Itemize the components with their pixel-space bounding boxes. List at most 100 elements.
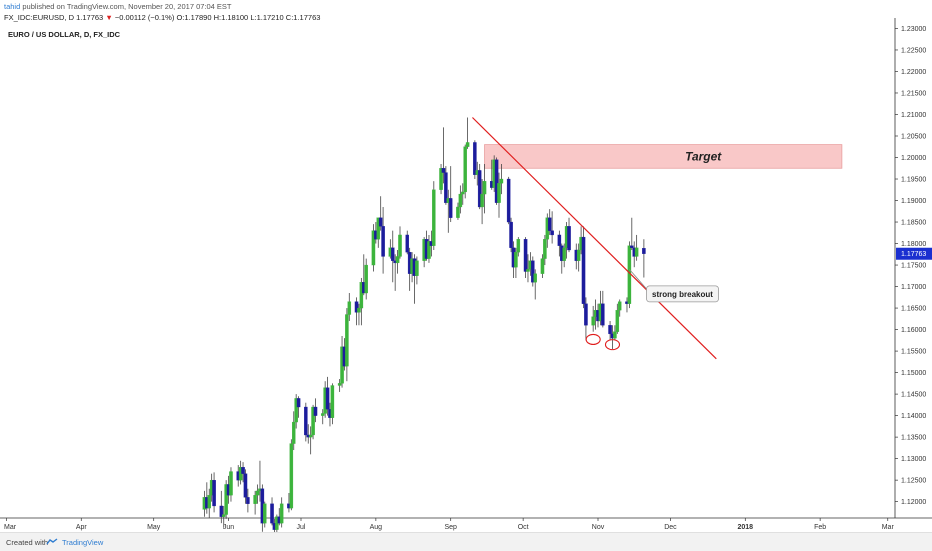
candle: [212, 472, 216, 513]
published-text: published on TradingView.com, November 2…: [22, 2, 232, 11]
candle: [263, 501, 267, 528]
candle: [458, 185, 463, 214]
candle: [311, 404, 315, 440]
candle: [347, 293, 352, 321]
callout-pointer: [629, 269, 647, 290]
close-value: 1.17763: [293, 13, 321, 22]
footer: Created with TradingView: [0, 532, 932, 551]
candle: [499, 163, 504, 195]
price-axis[interactable]: 1.12000 1.12500 1.13000 1.13500 1.14000 1.145…: [895, 26, 926, 506]
candle: [304, 402, 308, 442]
x-tick-label: May: [147, 524, 161, 531]
candle: [473, 140, 477, 180]
candle: [289, 439, 294, 511]
candle: [246, 488, 250, 513]
candle: [523, 237, 528, 278]
candle: [292, 411, 296, 451]
candle: [557, 230, 562, 257]
candle: [381, 206, 385, 274]
candle: [567, 217, 571, 253]
candle: [354, 297, 359, 326]
last-value: 1.17763: [76, 13, 104, 22]
candle: [376, 217, 381, 248]
y-tick-label: 1.16500: [901, 306, 926, 313]
candle: [270, 497, 274, 526]
close-label: C:: [285, 13, 294, 22]
candle: [465, 117, 470, 149]
candle: [576, 243, 581, 272]
y-tick-label: 1.22000: [901, 69, 926, 76]
candle: [615, 303, 620, 334]
low-markers: [585, 333, 621, 351]
candle: [427, 234, 431, 263]
x-tick-label: Mar: [882, 524, 895, 531]
candle: [415, 256, 419, 285]
candle: [320, 409, 325, 425]
candle: [591, 305, 595, 332]
down-arrow-icon: ▼: [105, 13, 113, 22]
candle: [526, 254, 530, 283]
candle: [398, 226, 402, 259]
candle: [229, 467, 233, 502]
candle: [601, 290, 605, 328]
y-tick-label: 1.13500: [901, 435, 926, 442]
x-tick-label: Oct: [518, 524, 529, 531]
candle: [345, 308, 349, 382]
y-tick-label: 1.21500: [901, 90, 926, 97]
candle: [207, 488, 211, 518]
candle: [509, 217, 513, 253]
candle: [482, 163, 487, 214]
candle: [642, 239, 646, 278]
candle: [540, 254, 545, 278]
candle: [308, 426, 313, 455]
candle: [584, 297, 588, 341]
candle: [516, 237, 521, 257]
x-tick-label: Mar: [4, 524, 17, 531]
candle: [219, 490, 224, 524]
publisher-link[interactable]: tahid: [4, 2, 21, 11]
y-tick-label: 1.14000: [901, 413, 926, 420]
candle: [337, 379, 342, 392]
time-axis[interactable]: Mar Apr May Jun Jul Aug Sep Oct Nov Dec 2018 Feb Mar: [4, 518, 894, 531]
y-tick-label: 1.13000: [901, 456, 926, 463]
candle: [456, 202, 460, 220]
candle: [243, 469, 248, 504]
x-tick-label: Apr: [76, 524, 88, 531]
y-tick-label: 1.16000: [901, 327, 926, 334]
candle: [253, 490, 257, 515]
candle: [514, 247, 518, 278]
high-label: H:: [213, 13, 222, 22]
y-tick-label: 1.23000: [901, 26, 926, 33]
low-value: 1.17210: [256, 13, 284, 22]
callout-box: [646, 285, 719, 303]
grid: [0, 18, 932, 519]
x-tick-label: 2018: [738, 524, 754, 531]
candle: [543, 234, 547, 266]
candle: [357, 303, 361, 326]
y-tick-label: 1.21000: [901, 112, 926, 119]
candle: [494, 157, 499, 205]
chart-title: EURO / US DOLLAR, D, FX_IDC: [8, 30, 121, 39]
candle: [296, 396, 301, 418]
x-tick-label: Dec: [664, 524, 677, 531]
target-zone: Target: [484, 144, 843, 169]
candle: [255, 484, 260, 504]
chart-canvas: Target strong breakout EURO / US DOLLAR,…: [0, 18, 932, 532]
y-tick-label: 1.12000: [901, 499, 926, 506]
candle: [448, 166, 453, 223]
candle: [439, 163, 443, 195]
last-price-label: 1.17763: [901, 251, 926, 258]
candle: [279, 497, 284, 528]
candle: [608, 320, 612, 341]
candle: [364, 258, 368, 300]
candles: [202, 117, 646, 532]
candle: [506, 176, 511, 225]
y-tick-label: 1.18000: [901, 241, 926, 248]
tradingview-link[interactable]: TradingView: [62, 538, 104, 547]
y-tick-label: 1.20000: [901, 155, 926, 162]
y-tick-label: 1.19000: [901, 198, 926, 205]
candle: [497, 172, 501, 218]
y-tick-label: 1.18500: [901, 220, 926, 227]
candle: [371, 224, 376, 272]
low-label: L:: [250, 13, 257, 22]
